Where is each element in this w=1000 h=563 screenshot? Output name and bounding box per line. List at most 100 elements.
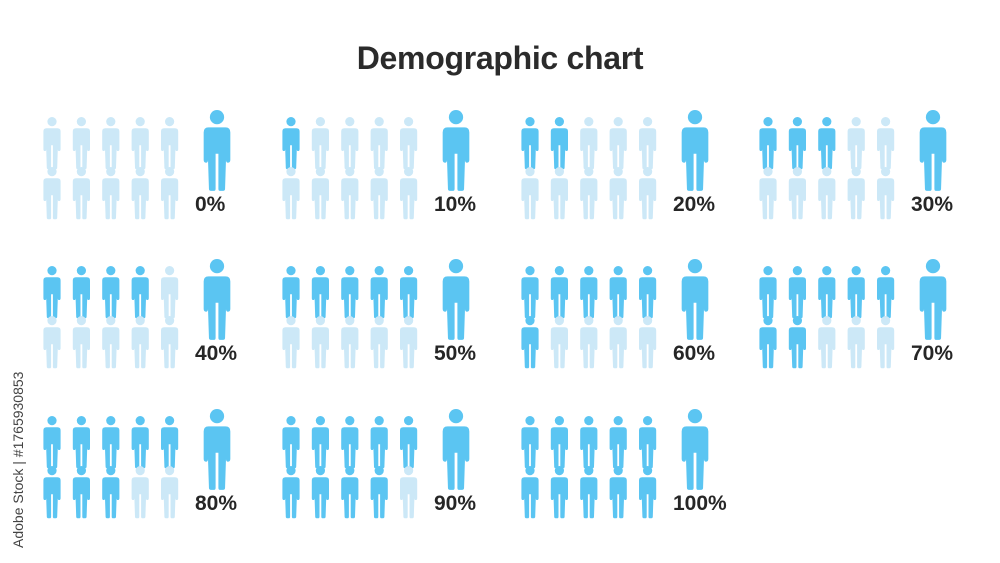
person-icon-large <box>681 110 709 191</box>
person-icon-empty <box>580 167 598 220</box>
person-icon-filled <box>43 416 61 469</box>
pictogram-group <box>759 110 947 220</box>
person-icon-filled <box>521 316 539 369</box>
person-icon-empty <box>818 316 836 369</box>
person-icon-filled <box>400 266 418 319</box>
person-icon-filled <box>72 466 90 519</box>
person-icon-filled <box>609 466 627 519</box>
person-icon-empty <box>580 117 598 170</box>
person-icon-empty <box>847 316 865 369</box>
person-icon-empty <box>72 167 90 220</box>
pictogram-group <box>43 259 231 369</box>
person-icon-filled <box>311 466 329 519</box>
pictogram-group <box>282 259 470 369</box>
person-icon-filled <box>580 266 598 319</box>
person-icon-filled <box>341 416 359 469</box>
person-icon-empty <box>161 316 179 369</box>
person-icon-empty <box>282 167 300 220</box>
person-icon-filled <box>550 466 568 519</box>
percent-label: 20% <box>673 193 716 216</box>
pictogram-group <box>521 110 709 220</box>
percent-label: 40% <box>195 342 238 365</box>
person-icon-filled <box>580 466 598 519</box>
person-icon-empty <box>161 266 179 319</box>
person-icon-filled <box>400 416 418 469</box>
person-icon-empty <box>311 167 329 220</box>
person-icon-filled <box>102 466 120 519</box>
person-icon-empty <box>759 167 777 220</box>
person-icon-large <box>442 409 470 490</box>
pictogram-group <box>43 110 231 220</box>
person-icon-filled <box>341 466 359 519</box>
person-icon-filled <box>788 316 806 369</box>
person-icon-large <box>442 110 470 191</box>
person-icon-empty <box>43 316 61 369</box>
person-icon-filled <box>818 266 836 319</box>
person-icon-filled <box>311 416 329 469</box>
person-icon-empty <box>370 167 388 220</box>
pictogram-group <box>521 409 709 519</box>
person-icon-filled <box>43 266 61 319</box>
person-icon-empty <box>43 167 61 220</box>
pictogram-group <box>759 259 947 369</box>
person-icon-empty <box>400 117 418 170</box>
person-icon-filled <box>759 266 777 319</box>
person-icon-large <box>919 110 947 191</box>
person-icon-filled <box>639 466 657 519</box>
person-icon-empty <box>72 117 90 170</box>
person-icon-filled <box>788 117 806 170</box>
percent-label: 70% <box>911 342 954 365</box>
percent-label: 0% <box>195 193 226 216</box>
person-icon-empty <box>341 117 359 170</box>
person-icon-filled <box>550 117 568 170</box>
person-icon-empty <box>609 316 627 369</box>
person-icon-empty <box>102 117 120 170</box>
person-icon-filled <box>550 416 568 469</box>
person-icon-large <box>442 259 470 340</box>
person-icon-filled <box>161 416 179 469</box>
person-icon-filled <box>877 266 895 319</box>
person-icon-empty <box>521 167 539 220</box>
percent-label: 50% <box>434 342 477 365</box>
person-icon-empty <box>877 316 895 369</box>
person-icon-filled <box>131 266 149 319</box>
percent-label: 30% <box>911 193 954 216</box>
pictogram-group <box>282 110 470 220</box>
percent-label: 90% <box>434 492 477 515</box>
person-icon-empty <box>818 167 836 220</box>
person-icon-empty <box>341 167 359 220</box>
person-icon-filled <box>282 266 300 319</box>
person-icon-empty <box>400 466 418 519</box>
person-icon-empty <box>102 316 120 369</box>
person-icon-filled <box>370 416 388 469</box>
person-icon-empty <box>72 316 90 369</box>
person-icon-filled <box>759 117 777 170</box>
person-icon-empty <box>161 117 179 170</box>
person-icon-empty <box>131 316 149 369</box>
person-icon-large <box>681 409 709 490</box>
person-icon-empty <box>131 117 149 170</box>
person-icon-filled <box>341 266 359 319</box>
person-icon-empty <box>847 117 865 170</box>
person-icon-filled <box>370 466 388 519</box>
person-icon-large <box>203 409 231 490</box>
person-icon-filled <box>102 416 120 469</box>
person-icon-empty <box>639 167 657 220</box>
person-icon-empty <box>400 167 418 220</box>
stock-watermark: Adobe Stock | #1765930853 <box>10 371 26 548</box>
person-icon-empty <box>161 466 179 519</box>
person-icon-filled <box>72 416 90 469</box>
pictogram-group <box>521 259 709 369</box>
person-icon-empty <box>370 316 388 369</box>
pictogram-group <box>282 409 470 519</box>
person-icon-empty <box>550 167 568 220</box>
person-icon-empty <box>102 167 120 220</box>
person-icon-large <box>681 259 709 340</box>
person-icon-filled <box>72 266 90 319</box>
person-icon-large <box>203 110 231 191</box>
person-icon-empty <box>311 316 329 369</box>
person-icon-empty <box>639 316 657 369</box>
person-icon-large <box>203 259 231 340</box>
person-icon-filled <box>847 266 865 319</box>
